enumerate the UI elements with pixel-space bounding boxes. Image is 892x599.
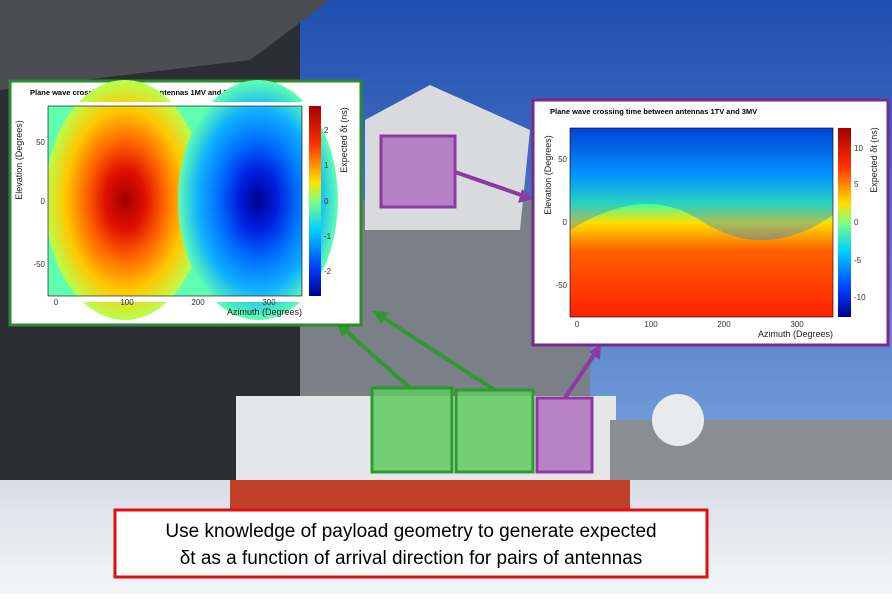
y-tick-label: -50	[555, 281, 567, 290]
antenna-highlight	[381, 136, 455, 207]
x-tick-label: 0	[54, 298, 59, 307]
antenna-highlight	[372, 388, 452, 472]
caption-line: Use knowledge of payload geometry to gen…	[165, 521, 656, 542]
x-axis-label: Azimuth (Degrees)	[227, 307, 302, 317]
caption: Use knowledge of payload geometry to gen…	[115, 510, 707, 577]
caption-line: δt as a function of arrival direction fo…	[180, 548, 643, 569]
y-axis-label: Elevation (Degrees)	[543, 135, 553, 215]
mask	[48, 102, 310, 106]
colorbar-tick-label: 1	[324, 161, 329, 170]
cart	[230, 480, 630, 510]
colorbar-tick-label: -5	[854, 256, 862, 265]
y-tick-label: 0	[41, 197, 46, 206]
plot-1: Plane wave crossing time between antenna…	[10, 80, 361, 325]
colorbar-tick-label: -10	[854, 293, 866, 302]
y-tick-label: 50	[36, 138, 45, 147]
x-tick-label: 0	[575, 320, 580, 329]
colorbar-label: Expected δt (ns)	[339, 107, 349, 173]
colorbar	[309, 106, 321, 296]
y-tick-label: 0	[563, 218, 568, 227]
plot-2: Plane wave crossing time between antenna…	[533, 100, 888, 345]
y-tick-label: 50	[558, 155, 567, 164]
radome	[652, 394, 704, 446]
colorbar-tick-label: -2	[324, 267, 332, 276]
colorbar-tick-label: 0	[854, 218, 859, 227]
x-tick-label: 300	[790, 320, 804, 329]
y-tick-label: -50	[33, 260, 45, 269]
colorbar-label: Expected δt (ns)	[869, 127, 879, 193]
colorbar-tick-label: 0	[324, 197, 329, 206]
x-tick-label: 200	[717, 320, 731, 329]
x-tick-label: 300	[262, 298, 276, 307]
colorbar-tick-label: 2	[324, 126, 329, 135]
antenna-highlight	[456, 390, 533, 472]
colorbar-tick-label: 10	[854, 144, 863, 153]
x-tick-label: 100	[120, 298, 134, 307]
x-axis-label: Azimuth (Degrees)	[758, 329, 833, 339]
colorbar-tick-label: -1	[324, 232, 332, 241]
y-axis-label: Elevation (Degrees)	[14, 120, 24, 200]
colorbar-tick-label: 5	[854, 180, 859, 189]
plot-title: Plane wave crossing time between antenna…	[550, 107, 757, 116]
antenna-highlight	[537, 398, 592, 472]
mask	[302, 100, 310, 300]
x-tick-label: 200	[191, 298, 205, 307]
slide: Plane wave crossing time between antenna…	[0, 0, 892, 594]
colorbar	[838, 128, 851, 317]
x-tick-label: 100	[644, 320, 658, 329]
